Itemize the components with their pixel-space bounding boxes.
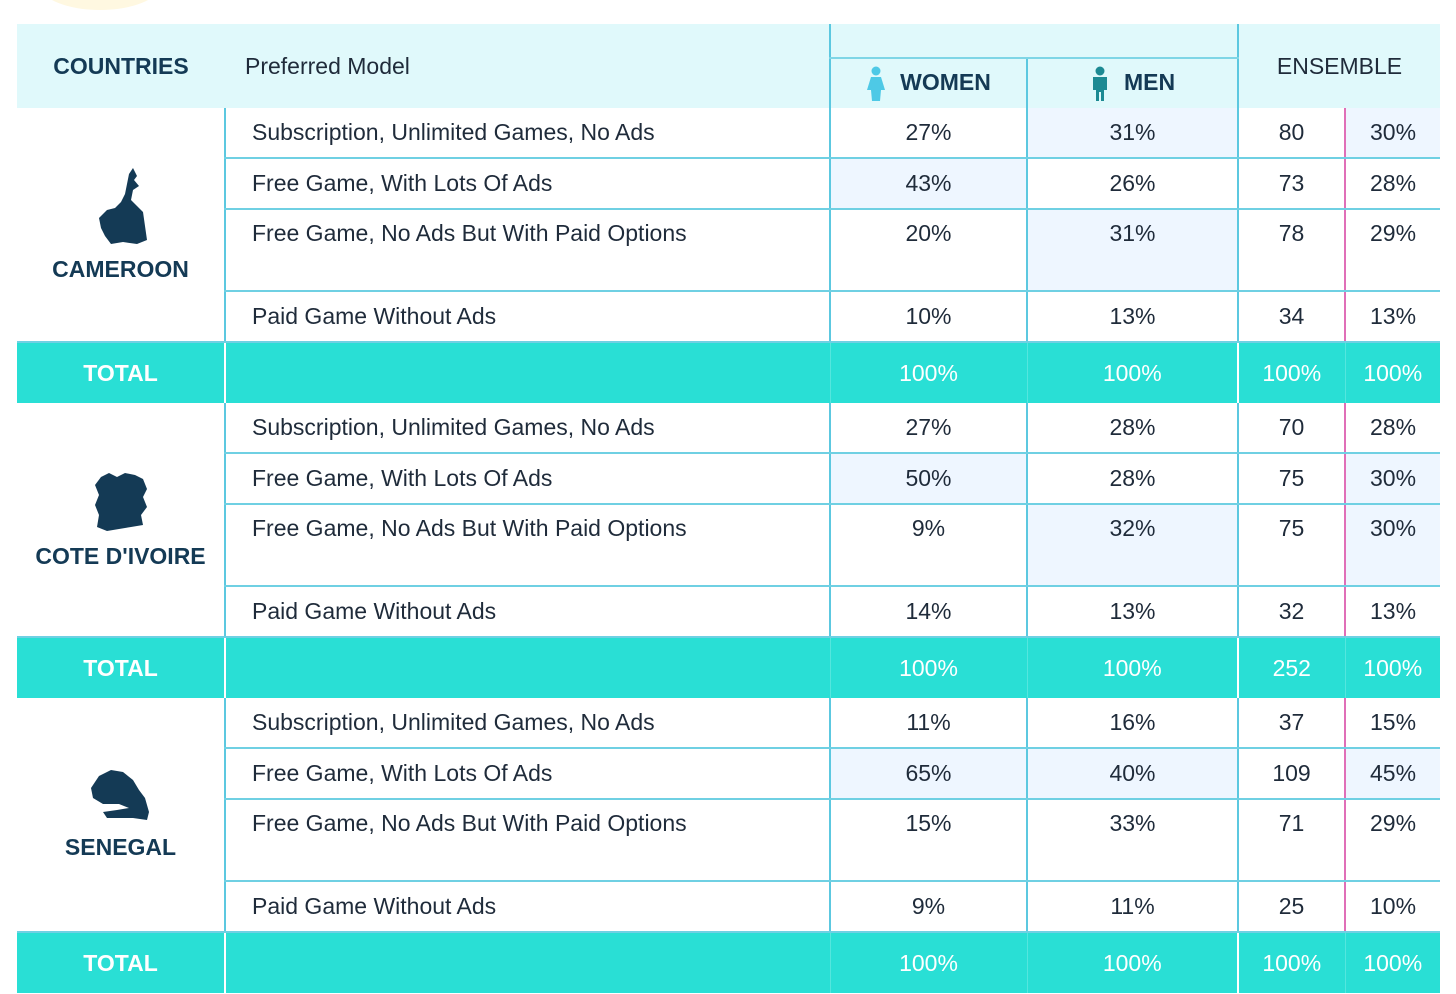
senegal-map-icon: [90, 770, 149, 820]
ensemble-count: 34: [1237, 291, 1345, 343]
men-pct: 13%: [1026, 291, 1238, 343]
header-women-label: WOMEN: [900, 68, 991, 95]
men-pct: 40%: [1026, 748, 1238, 800]
total-count: 252: [1237, 637, 1345, 698]
women-pct: 11%: [829, 698, 1027, 749]
ensemble-pct: 30%: [1343, 504, 1441, 587]
total-pct: 100%: [1344, 932, 1441, 993]
women-pct: 65%: [829, 748, 1027, 800]
ensemble-count: 71: [1237, 799, 1345, 882]
ensemble-count: 73: [1237, 158, 1345, 210]
ensemble-count: 80: [1237, 108, 1345, 159]
ensemble-pct: 15%: [1343, 698, 1441, 749]
header-women: WOMEN: [829, 58, 1027, 108]
country-name-cote-divoire: COTE D'IVOIRE: [35, 543, 206, 569]
total-count: 100%: [1237, 342, 1345, 403]
total-women: 100%: [829, 637, 1027, 698]
cameroon-map-icon: [98, 168, 147, 244]
ensemble-count: 32: [1237, 586, 1345, 638]
women-pct: 20%: [829, 209, 1027, 292]
women-pct: 27%: [829, 403, 1027, 454]
model-cell: Free Game, With Lots Of Ads: [224, 158, 830, 210]
women-pct: 10%: [829, 291, 1027, 343]
ensemble-pct: 29%: [1343, 209, 1441, 292]
total-count: 100%: [1237, 932, 1345, 993]
total-empty: [224, 342, 830, 403]
ensemble-pct: 30%: [1343, 453, 1441, 505]
model-cell: Paid Game Without Ads: [224, 881, 830, 933]
country-name-senegal: SENEGAL: [64, 834, 177, 860]
country-name-cameroon: CAMEROON: [52, 256, 189, 282]
ensemble-count: 109: [1237, 748, 1345, 800]
total-empty: [224, 932, 830, 993]
header-men-label: MEN: [1123, 68, 1176, 95]
model-cell: Paid Game Without Ads: [224, 586, 830, 638]
ensemble-pct: 28%: [1343, 158, 1441, 210]
men-pct: 33%: [1026, 799, 1238, 882]
country-cell-cameroon: CAMEROON: [17, 108, 225, 343]
preference-table: COUNTRIES Preferred Model ENSEMBLE WOMEN…: [17, 24, 1441, 993]
total-women: 100%: [829, 342, 1027, 403]
ensemble-pct: 10%: [1343, 881, 1441, 933]
total-men: 100%: [1026, 342, 1238, 403]
ensemble-count: 70: [1237, 403, 1345, 454]
ensemble-pct: 13%: [1343, 586, 1441, 638]
men-pct: 31%: [1026, 108, 1238, 159]
men-pct: 31%: [1026, 209, 1238, 292]
total-pct: 100%: [1344, 637, 1441, 698]
woman-icon: [867, 66, 886, 101]
women-pct: 14%: [829, 586, 1027, 638]
men-pct: 26%: [1026, 158, 1238, 210]
men-pct: 28%: [1026, 453, 1238, 505]
total-men: 100%: [1026, 932, 1238, 993]
ensemble-pct: 28%: [1343, 403, 1441, 454]
model-cell: Free Game, With Lots Of Ads: [224, 453, 830, 505]
men-pct: 11%: [1026, 881, 1238, 933]
ensemble-pct: 29%: [1343, 799, 1441, 882]
ensemble-count: 37: [1237, 698, 1345, 749]
model-cell: Free Game, No Ads But With Paid Options: [224, 504, 830, 587]
total-label: TOTAL: [17, 932, 225, 993]
total-women: 100%: [829, 932, 1027, 993]
model-cell: Free Game, No Ads But With Paid Options: [224, 209, 830, 292]
model-cell: Free Game, With Lots Of Ads: [224, 748, 830, 800]
men-pct: 13%: [1026, 586, 1238, 638]
decorative-blob: [40, 0, 160, 10]
ensemble-count: 75: [1237, 504, 1345, 587]
ensemble-pct: 45%: [1343, 748, 1441, 800]
model-cell: Free Game, No Ads But With Paid Options: [224, 799, 830, 882]
header-preferred-model: Preferred Model: [225, 24, 830, 108]
ensemble-pct: 13%: [1343, 291, 1441, 343]
total-label: TOTAL: [17, 637, 225, 698]
man-icon: [1092, 66, 1107, 101]
header-ensemble: ENSEMBLE: [1236, 24, 1441, 108]
model-cell: Subscription, Unlimited Games, No Ads: [224, 108, 830, 159]
women-pct: 50%: [829, 453, 1027, 505]
header-countries: COUNTRIES: [17, 24, 225, 108]
country-cell-cote-divoire: COTE D'IVOIRE: [17, 403, 225, 638]
ensemble-count: 78: [1237, 209, 1345, 292]
total-empty: [224, 637, 830, 698]
header-gender-group: [829, 24, 1238, 59]
total-men: 100%: [1026, 637, 1238, 698]
model-cell: Paid Game Without Ads: [224, 291, 830, 343]
total-label: TOTAL: [17, 342, 225, 403]
women-pct: 43%: [829, 158, 1027, 210]
ensemble-pct: 30%: [1343, 108, 1441, 159]
cote-divoire-map-icon: [94, 473, 147, 531]
ensemble-count: 75: [1237, 453, 1345, 505]
women-pct: 15%: [829, 799, 1027, 882]
women-pct: 9%: [829, 881, 1027, 933]
men-pct: 28%: [1026, 403, 1238, 454]
model-cell: Subscription, Unlimited Games, No Ads: [224, 403, 830, 454]
total-pct: 100%: [1344, 342, 1441, 403]
men-pct: 16%: [1026, 698, 1238, 749]
header-men: MEN: [1026, 58, 1238, 108]
ensemble-count: 25: [1237, 881, 1345, 933]
country-cell-senegal: SENEGAL: [17, 698, 225, 933]
women-pct: 9%: [829, 504, 1027, 587]
men-pct: 32%: [1026, 504, 1238, 587]
model-cell: Subscription, Unlimited Games, No Ads: [224, 698, 830, 749]
women-pct: 27%: [829, 108, 1027, 159]
